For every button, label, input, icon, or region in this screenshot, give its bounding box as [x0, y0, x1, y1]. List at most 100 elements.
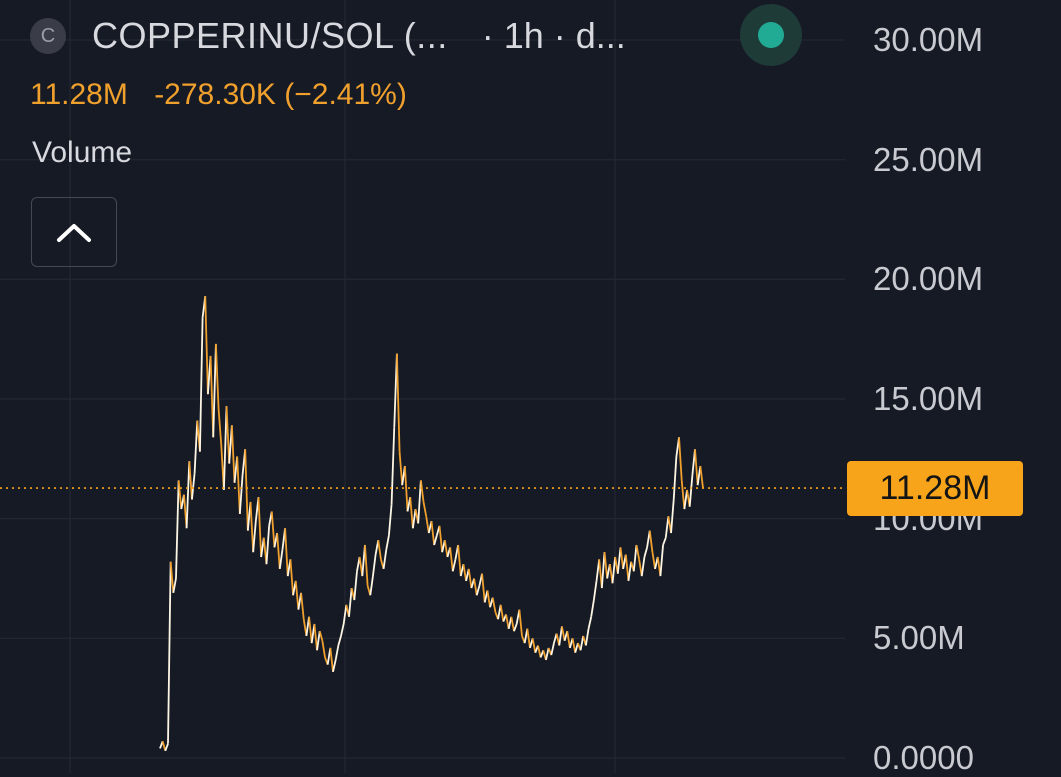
series-segment — [411, 508, 417, 529]
price-scale[interactable]: 30.00M 25.00M 20.00M 15.00M 10.00M 5.00M 0.000… — [845, 0, 1061, 776]
series-segment — [300, 592, 305, 620]
symbol-title[interactable]: COPPERINU/SOL (... — [92, 15, 448, 56]
series-segment — [422, 501, 428, 517]
series-segment — [584, 628, 590, 646]
series-segment — [191, 473, 196, 500]
indicator-label: Volume — [32, 136, 133, 169]
series-segment — [199, 317, 204, 452]
interval-label[interactable]: · 1h · d... — [481, 15, 626, 56]
series-segment — [611, 556, 617, 584]
series-segment — [635, 544, 641, 560]
series-segment — [364, 544, 369, 586]
series-segment — [449, 547, 454, 572]
series-segment — [332, 659, 337, 673]
series-segment — [230, 425, 236, 483]
grid — [0, 0, 845, 773]
series-segment — [215, 343, 220, 409]
series-segment — [337, 635, 342, 646]
last-value: 11.28M — [30, 78, 128, 111]
series-segment — [433, 535, 438, 546]
series-segment — [664, 516, 670, 538]
series-segment — [353, 571, 358, 601]
series-segment — [222, 406, 228, 490]
market-status-indicator[interactable] — [740, 4, 802, 66]
change-value: -278.30K (−2.41%) — [154, 78, 407, 111]
series-segment — [486, 590, 491, 608]
series-segment — [188, 461, 193, 500]
collapse-button[interactable] — [31, 197, 117, 267]
series-segment — [680, 480, 686, 510]
series-segment — [284, 528, 289, 577]
series-segment — [537, 645, 542, 658]
series-segment — [616, 547, 622, 574]
series-segment — [545, 647, 550, 661]
series-segment — [289, 559, 294, 596]
market-status-dot — [758, 22, 784, 48]
series-segment — [648, 530, 654, 553]
series-segment — [334, 645, 340, 661]
series-segment — [670, 499, 675, 534]
series-segment — [236, 456, 241, 514]
series-segment — [225, 406, 231, 464]
series-segment — [561, 626, 566, 641]
series-segment — [342, 604, 348, 625]
chart-area[interactable] — [0, 0, 845, 773]
series-segment — [699, 465, 704, 489]
series-segment — [313, 623, 318, 651]
series-segment — [238, 475, 244, 514]
series-segment — [513, 623, 518, 632]
series-segment — [403, 465, 409, 512]
series-segment — [294, 580, 300, 610]
series-segment — [632, 544, 638, 572]
series-segment — [396, 353, 401, 452]
series-segment — [590, 599, 595, 617]
series-segment — [550, 642, 555, 656]
series-segment — [419, 480, 425, 503]
volume-chart[interactable] — [0, 0, 845, 773]
series-segment — [499, 604, 505, 622]
series-segment — [491, 597, 497, 613]
y-tick-label: 20.00M — [873, 260, 984, 298]
series-segment — [382, 549, 388, 570]
series-segment — [627, 561, 633, 582]
series-segment — [643, 547, 648, 558]
series-segment — [592, 580, 598, 601]
series-segment — [481, 573, 486, 603]
y-tick-label: 15.00M — [873, 380, 984, 417]
series-segment — [457, 544, 462, 577]
series-segment — [249, 501, 255, 553]
coin-icon: C — [30, 18, 66, 54]
chevron-up-icon — [57, 224, 91, 242]
series-segment — [276, 532, 281, 569]
series-segment — [531, 638, 537, 653]
series-segment — [308, 616, 313, 644]
series-segment — [265, 525, 271, 565]
series-segment — [244, 449, 249, 531]
series-segment — [640, 556, 646, 577]
series-segment — [624, 554, 630, 581]
series-segment — [672, 456, 678, 500]
series-segment — [388, 504, 393, 536]
series-segment — [278, 549, 284, 570]
series-segment — [505, 614, 510, 629]
series-segment — [662, 537, 667, 546]
series-segment — [377, 540, 382, 560]
title-row: C COPPERINU/SOL (... · 1h · d... — [30, 14, 626, 58]
series-segment — [574, 642, 579, 653]
series-segment — [558, 626, 563, 646]
series-segment — [318, 630, 324, 641]
series-segment — [329, 647, 334, 672]
series-segment — [175, 480, 180, 579]
series-segment — [212, 343, 217, 438]
series-segment — [372, 554, 377, 577]
series-segment — [257, 497, 263, 557]
series-segment — [688, 475, 694, 507]
series-segment — [185, 461, 191, 529]
series-segment — [270, 511, 276, 548]
series-segment — [473, 578, 478, 596]
series-segment — [316, 631, 321, 651]
series-segment — [475, 585, 481, 596]
series-segment — [651, 552, 656, 570]
series-segment — [167, 561, 172, 744]
series-segment — [600, 552, 606, 589]
